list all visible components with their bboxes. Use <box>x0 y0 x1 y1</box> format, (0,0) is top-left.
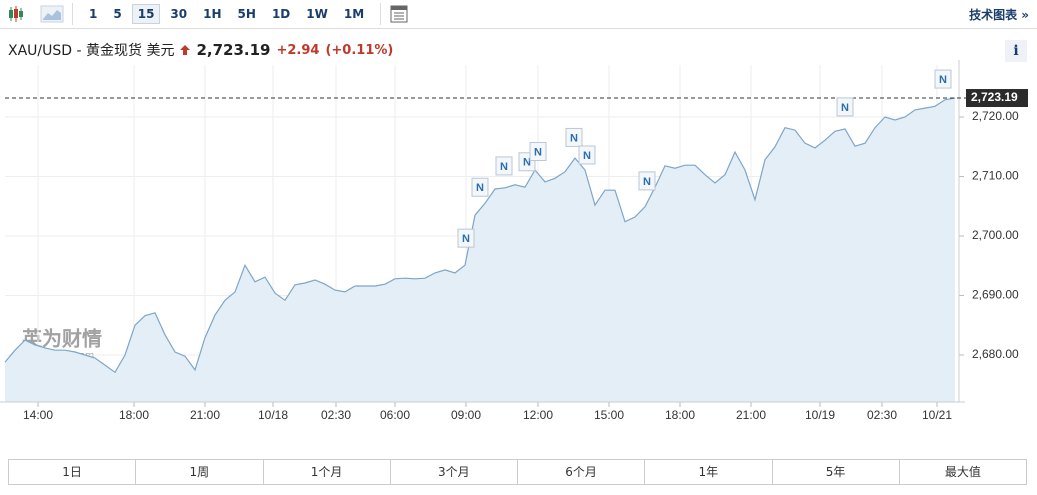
symbol: XAU/USD - 黄金现货 美元 <box>8 43 175 59</box>
y-tick-label: 2,680.00 <box>972 347 1019 361</box>
interval-button[interactable]: 5H <box>237 7 256 21</box>
change: +2.94 <box>276 42 320 58</box>
news-marker-label: N <box>476 182 484 194</box>
current-price-label: 2,723.19 <box>971 90 1018 104</box>
up-arrow <box>180 45 191 55</box>
candlestick-icon[interactable] <box>6 4 26 24</box>
x-tick-label: 10/21 <box>922 408 952 422</box>
current-price-box <box>966 89 1028 108</box>
quote-header: XAU/USD - 黄金现货 美元 2,723.19 +2.94 (+0.11%… <box>8 40 393 60</box>
news-marker-label: N <box>570 132 578 144</box>
x-tick-label: 14:00 <box>23 408 53 422</box>
period-tab[interactable]: 5年 <box>771 460 899 484</box>
interval-button[interactable]: 1H <box>203 7 222 21</box>
x-tick-label: 18:00 <box>665 408 695 422</box>
x-tick-label: 06:00 <box>380 408 410 422</box>
x-tick-label: 10/18 <box>258 408 288 422</box>
news-marker-label: N <box>643 176 651 188</box>
news-marker <box>471 177 489 197</box>
news-marker-label: N <box>523 157 531 169</box>
x-tick-label: 12:00 <box>523 408 553 422</box>
period-tabs: 1日 1周 1个月 3个月 6个月 1年 5年 最大值 <box>8 459 1027 485</box>
technical-link[interactable]: 技术图表 » <box>969 8 1029 22</box>
news-marker <box>457 228 475 248</box>
news-marker <box>934 69 952 89</box>
x-tick-label: 21:00 <box>736 408 766 422</box>
interval-button[interactable]: 15 <box>131 4 161 24</box>
change-percent: (+0.11%) <box>325 42 394 58</box>
news-marker <box>578 145 596 165</box>
period-tab[interactable]: 3个月 <box>389 460 517 484</box>
interval-button[interactable]: 1 <box>89 7 98 21</box>
table-icon[interactable] <box>389 4 409 24</box>
y-tick-label: 2,710.00 <box>972 169 1019 183</box>
period-tab[interactable]: 1日 <box>62 465 82 479</box>
news-marker-label: N <box>534 146 542 158</box>
x-tick-label: 02:30 <box>321 408 351 422</box>
news-marker-label: N <box>462 233 470 245</box>
news-marker <box>529 142 547 162</box>
interval-button[interactable]: 1W <box>306 7 328 21</box>
news-marker-label: N <box>500 161 508 173</box>
news-marker-label: N <box>583 150 591 162</box>
interval-button[interactable]: 1D <box>271 7 291 21</box>
x-tick-label: 02:30 <box>867 408 897 422</box>
x-tick-label: 18:00 <box>119 408 149 422</box>
news-marker <box>495 156 513 176</box>
chart: 英为财情Investing.com14:0018:0021:0010/1802:… <box>0 60 1028 422</box>
period-tab[interactable]: 1年 <box>644 460 771 484</box>
news-marker <box>565 127 583 147</box>
separator <box>380 3 382 25</box>
y-tick-label: 2,700.00 <box>972 228 1019 242</box>
info-button[interactable]: i <box>1005 40 1027 62</box>
last-price: 2,723.19 <box>196 41 271 59</box>
interval-group: 1 5 15 30 1H 5H 1D 1W 1M <box>81 4 372 24</box>
x-tick-label: 10/19 <box>805 408 835 422</box>
period-tab[interactable]: 1个月 <box>262 460 390 484</box>
x-tick-label: 15:00 <box>594 408 624 422</box>
area-fill <box>5 98 955 402</box>
interval-button[interactable]: 30 <box>170 7 188 21</box>
period-tab[interactable]: 1周 <box>135 460 262 484</box>
period-tab[interactable]: 6个月 <box>517 460 644 484</box>
y-tick-label: 2,690.00 <box>972 288 1019 302</box>
area-icon[interactable] <box>40 4 64 24</box>
x-tick-label: 21:00 <box>190 408 220 422</box>
news-marker-label: N <box>939 74 947 86</box>
period-tab[interactable]: 最大值 <box>898 460 1026 484</box>
interval-button[interactable]: 1M <box>343 7 365 21</box>
y-tick-label: 2,720.00 <box>972 109 1019 123</box>
news-marker-label: N <box>841 102 849 114</box>
interval-button[interactable]: 5 <box>113 7 122 21</box>
toolbar: 1 5 15 30 1H 5H 1D 1W 1M 技术图表 » <box>0 0 1037 29</box>
news-marker <box>836 97 854 117</box>
separator <box>72 3 73 25</box>
x-tick-label: 09:00 <box>451 408 481 422</box>
price-line <box>4 97 956 374</box>
news-marker <box>638 171 656 191</box>
